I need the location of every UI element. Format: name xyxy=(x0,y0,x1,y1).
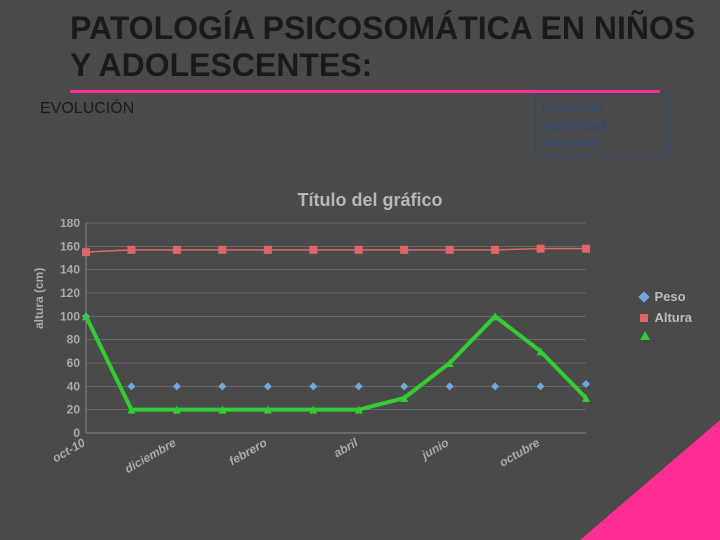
decorative-corner-shape xyxy=(580,420,720,540)
legend-label: Altura xyxy=(654,310,692,325)
svg-text:junio: junio xyxy=(418,435,452,462)
svg-text:60: 60 xyxy=(67,356,81,370)
legend-label: Peso xyxy=(654,289,685,304)
svg-text:20: 20 xyxy=(67,403,81,417)
chart-legend: Peso Altura xyxy=(640,289,692,346)
slide-title: PATOLOGÍA PSICOSOMÁTICA EN NIÑOS Y ADOLE… xyxy=(70,10,700,84)
svg-text:100: 100 xyxy=(60,309,80,323)
legend-swatch-icon xyxy=(640,314,648,322)
legend-box-line: Evolución xyxy=(542,99,663,117)
chart-title: Título del gráfico xyxy=(30,190,710,211)
legend-box-line: capacidad xyxy=(542,117,663,135)
legend-swatch-icon xyxy=(639,291,650,302)
svg-text:160: 160 xyxy=(60,239,80,253)
svg-text:diciembre: diciembre xyxy=(122,435,178,476)
legend-box-functional-capacity: Evolución capacidad funcional xyxy=(535,94,670,157)
svg-text:80: 80 xyxy=(67,333,81,347)
svg-text:abril: abril xyxy=(331,435,361,460)
legend-item xyxy=(640,331,692,340)
svg-text:120: 120 xyxy=(60,286,80,300)
plot-area: 020406080100120140160180oct-10diciembref… xyxy=(86,219,586,429)
title-underline xyxy=(70,90,660,93)
legend-swatch-icon xyxy=(640,331,650,340)
chart-svg: 020406080100120140160180oct-10diciembref… xyxy=(50,219,590,499)
svg-text:febrero: febrero xyxy=(227,435,270,468)
svg-text:oct-10: oct-10 xyxy=(50,435,88,465)
subtitle-evolucion: EVOLUCIÓN xyxy=(40,100,134,118)
svg-text:140: 140 xyxy=(60,263,80,277)
svg-text:180: 180 xyxy=(60,219,80,230)
y-axis-label: altura (cm) xyxy=(32,268,46,329)
svg-text:octubre: octubre xyxy=(497,435,542,469)
legend-box-line: funcional xyxy=(542,134,663,152)
legend-item: Peso xyxy=(640,289,692,304)
svg-text:40: 40 xyxy=(67,379,81,393)
legend-item: Altura xyxy=(640,310,692,325)
